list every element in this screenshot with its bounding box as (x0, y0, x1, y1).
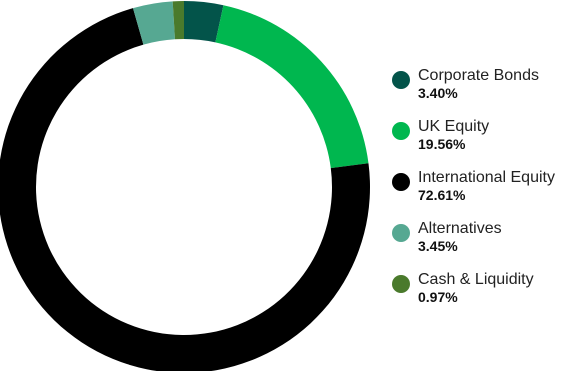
legend-label: Cash & Liquidity (418, 271, 534, 288)
legend-value: 0.97% (418, 289, 458, 305)
legend-item: UK Equity 19.56% (392, 117, 583, 168)
legend-label: Alternatives (418, 220, 502, 237)
legend-item: Corporate Bonds 3.40% (392, 66, 583, 117)
donut-chart (0, 1, 370, 371)
legend-value: 19.56% (418, 136, 466, 152)
legend-swatch (392, 224, 410, 242)
legend-label: International Equity (418, 169, 555, 186)
donut-slice-3 (133, 1, 175, 45)
legend-item: Cash & Liquidity 0.97% (392, 270, 583, 321)
legend-value: 72.61% (418, 187, 466, 203)
legend-label: Corporate Bonds (418, 67, 539, 84)
donut-slice-1 (215, 5, 369, 169)
donut-chart-svg (0, 1, 370, 371)
legend-label: UK Equity (418, 118, 490, 135)
legend-swatch (392, 122, 410, 140)
legend-item: Alternatives 3.45% (392, 219, 583, 270)
donut-slice-4 (172, 1, 184, 40)
legend-swatch (392, 71, 410, 89)
legend-value: 3.40% (418, 85, 458, 101)
chart-legend: Corporate Bonds 3.40% UK Equity 19.56% Inter… (392, 66, 583, 321)
legend-swatch (392, 275, 410, 293)
legend-item: International Equity 72.61% (392, 168, 583, 219)
donut-slice-0 (184, 1, 224, 43)
legend-swatch (392, 173, 410, 191)
legend-value: 3.45% (418, 238, 458, 254)
